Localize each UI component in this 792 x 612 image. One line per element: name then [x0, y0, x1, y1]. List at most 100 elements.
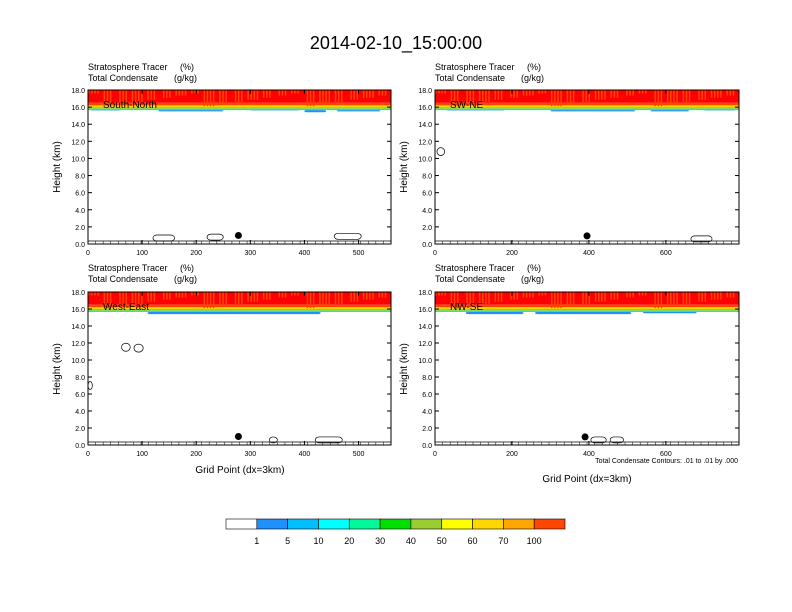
page-title: 2014-02-10_15:00:00 — [310, 33, 482, 54]
tracer-streak — [250, 90, 252, 100]
tracer-streak — [601, 90, 603, 100]
plot-area — [88, 292, 391, 445]
tracer-streak — [325, 292, 327, 307]
y-tick-label: 18.0 — [71, 88, 85, 95]
tracer-streak — [660, 90, 663, 107]
tracer-streak — [194, 292, 196, 296]
tracer-streak — [729, 292, 732, 298]
tracer-streak — [88, 292, 90, 296]
x-tick-label: 500 — [353, 451, 365, 458]
condensate-contour — [152, 234, 175, 242]
tracer-streak — [654, 90, 656, 107]
colorbar-swatch — [410, 518, 443, 530]
tracer-streak — [522, 292, 525, 298]
tracer-layer-50 — [88, 105, 391, 108]
colorbar-swatch — [441, 518, 473, 530]
tracer-streak — [588, 292, 591, 304]
tracer-streak — [269, 90, 271, 98]
colorbar-swatch — [225, 518, 258, 530]
colorbar-label: 5 — [285, 536, 290, 546]
colorbar-label: 40 — [406, 536, 416, 546]
footnote: Total Condensate Contours: .01 to .01 by… — [595, 458, 738, 465]
tracer-streak — [197, 90, 199, 94]
tracer-streak — [372, 292, 374, 300]
y-tick-label: 2.0 — [75, 426, 85, 433]
tracer-streak — [557, 292, 559, 309]
tracer-streak — [717, 292, 719, 300]
tracer-streak — [306, 90, 309, 107]
tracer-streak — [510, 292, 512, 300]
y-tick-label: 2.0 — [75, 225, 85, 232]
tracer-streak — [541, 90, 544, 94]
tracer-streak — [638, 292, 641, 296]
tracer-streak — [206, 90, 209, 107]
y-tick-label: 16.0 — [418, 105, 432, 112]
tracer-streak — [312, 90, 315, 107]
y-tick-label: 8.0 — [422, 375, 432, 382]
tracer-streak — [516, 292, 518, 300]
cloud-band-segment — [535, 311, 632, 315]
tracer-streak — [319, 292, 321, 307]
tracer-streak — [554, 90, 556, 107]
plot-area — [88, 90, 391, 244]
x-tick-label: 200 — [506, 250, 518, 257]
subtitle-tracer-label: Stratosphere Tracer — [435, 62, 515, 72]
cloud-band-segment — [550, 110, 636, 112]
tracer-layer-30 — [88, 309, 391, 311]
tracer-streak — [106, 292, 109, 309]
tracer-streak — [91, 292, 93, 296]
tracer-streak — [601, 292, 603, 302]
tracer-streak — [234, 90, 237, 102]
tracer-layer-70 — [88, 304, 391, 308]
y-tick-label: 14.0 — [71, 324, 85, 331]
y-tick-label: 0.0 — [422, 443, 432, 450]
tracer-streak — [103, 90, 106, 107]
tracer-streak — [209, 292, 212, 309]
tracer-streak — [597, 90, 600, 100]
tracer-streak — [262, 90, 265, 98]
tracer-streak — [685, 90, 688, 102]
panel-label: NW-SE — [450, 302, 483, 313]
subtitle-condensate-label: Total Condensate — [88, 73, 158, 83]
y-tick-label: 0.0 — [422, 242, 432, 249]
tracer-streak — [237, 90, 240, 102]
panel-label: South-North — [103, 100, 157, 111]
tracer-streak — [485, 292, 487, 304]
y-tick-label: 16.0 — [71, 307, 85, 314]
tracer-streak — [381, 90, 384, 96]
tracer-streak — [638, 90, 641, 94]
tracer-layer-10 — [88, 108, 391, 111]
y-tick-label: 12.0 — [418, 341, 432, 348]
tracer-streak — [557, 90, 559, 107]
y-tick-label: 14.0 — [418, 122, 432, 129]
tracer-streak — [444, 90, 446, 94]
colorbar-swatch — [287, 518, 319, 530]
tracer-streak — [322, 90, 324, 105]
y-tick-label: 6.0 — [75, 191, 85, 198]
cloud-band-segment — [465, 311, 524, 315]
tracer-streak — [688, 90, 691, 102]
x-tick-label: 300 — [244, 250, 256, 257]
tracer-layer-30 — [435, 309, 739, 311]
tracer-streak — [378, 292, 381, 298]
colorbar-swatch — [256, 518, 288, 530]
x-tick-label: 400 — [299, 250, 311, 257]
tracer-streak — [516, 90, 518, 98]
tracer-streak — [309, 292, 312, 309]
tracer-streak — [594, 292, 597, 302]
tracer-streak — [657, 90, 660, 107]
tracer-streak — [594, 90, 597, 100]
y-tick-label: 18.0 — [418, 88, 432, 95]
tracer-streak — [613, 90, 616, 98]
tracer-streak — [616, 90, 619, 98]
tracer-streak — [500, 292, 503, 302]
tracer-streak — [309, 90, 312, 107]
tracer-streak — [106, 90, 109, 107]
tracer-streak — [710, 292, 713, 300]
tracer-streak — [529, 90, 531, 96]
colorbar-swatch — [533, 518, 566, 530]
tracer-streak — [538, 292, 540, 296]
cloud-band-segment — [304, 110, 327, 113]
tracer-streak — [197, 292, 199, 296]
tracer-layer-10 — [435, 108, 739, 111]
